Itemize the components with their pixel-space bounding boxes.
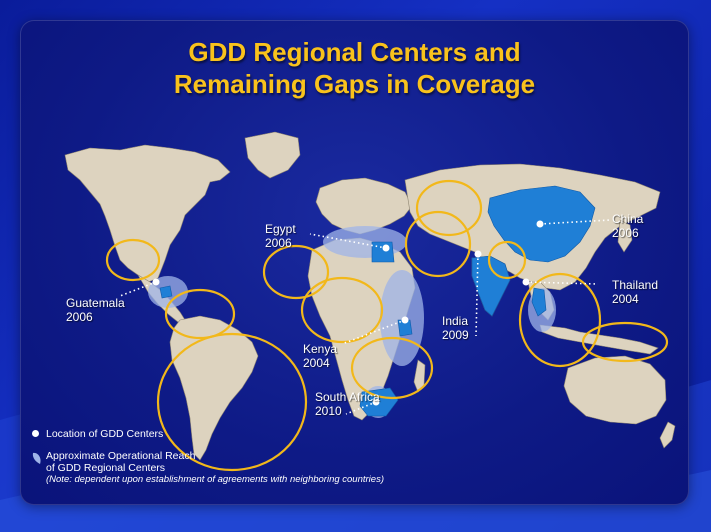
gap-circle-north-america [105, 238, 161, 282]
reach-east-africa [380, 270, 424, 366]
leader-thailand [525, 281, 599, 285]
slide-title: GDD Regional Centers and Remaining Gaps … [20, 36, 689, 100]
europe-landmass [315, 177, 413, 235]
south-america-landmass [169, 315, 259, 461]
legend-location-dot [32, 430, 39, 437]
label-egypt-name: Egypt [265, 222, 296, 236]
country-india [471, 255, 511, 317]
indonesia-landmass [539, 324, 659, 355]
new-zealand-landmass [659, 421, 676, 449]
title-line-2: Remaining Gaps in Coverage [173, 69, 536, 99]
legend-reach: Approximate Operational Reach of GDD Reg… [46, 450, 384, 486]
gap-circle-caribbean [164, 288, 236, 340]
label-china-year: 2006 [612, 226, 639, 240]
gap-circle-south-america [156, 332, 308, 472]
gap-circle-oceania [581, 321, 669, 363]
leader-egypt [309, 233, 387, 249]
country-thailand [531, 287, 547, 317]
label-china-name: China [612, 212, 644, 226]
label-egypt-year: 2006 [265, 236, 292, 250]
label-guatemala-year: 2006 [66, 310, 93, 324]
australia-landmass [563, 355, 667, 425]
label-thailand: Thailand 2004 [612, 278, 658, 306]
gap-circle-west-africa [300, 276, 384, 344]
greenland-landmass [244, 131, 301, 179]
gap-circle-southern-africa [350, 336, 434, 400]
label-guatemala: Guatemala 2006 [66, 296, 125, 324]
japan-landmass [617, 219, 633, 253]
title-line-1: GDD Regional Centers and [188, 37, 521, 67]
label-india-name: India [442, 314, 469, 328]
legend-reach-swatch [32, 452, 41, 464]
gap-circle-atlantic [262, 244, 330, 300]
reach-egypt [323, 226, 407, 258]
leader-india [475, 253, 479, 337]
country-guatemala [159, 285, 173, 299]
country-egypt [371, 241, 395, 263]
leader-guatemala [119, 281, 157, 297]
legend-note: (Note: dependent upon establishment of a… [46, 474, 384, 485]
label-guatemala-name: Guatemala [66, 296, 125, 310]
label-south-africa-year: 2010 [315, 404, 342, 418]
gap-circle-central-asia [415, 179, 483, 237]
gap-circle-bangladesh [487, 240, 527, 280]
label-kenya-name: Kenya [303, 342, 338, 356]
world-map [64, 131, 676, 472]
label-china: China 2006 [612, 212, 643, 240]
label-kenya: Kenya 2004 [303, 342, 337, 370]
gap-circle-middle-east [404, 210, 472, 278]
label-egypt: Egypt 2006 [265, 222, 296, 250]
gap-circle-southeast-asia [518, 272, 602, 368]
leader-south-africa [345, 401, 377, 415]
legend-location-label: Location of GDD Centers [46, 428, 164, 440]
slide-panel: GDD Regional Centers and Remaining Gaps … [20, 20, 689, 505]
legend-reach-line1: Approximate Operational Reach [46, 450, 196, 462]
legend-reach-line2: of GDD Regional Centers [46, 462, 166, 474]
label-south-africa: South Africa 2010 [315, 390, 380, 418]
label-south-africa-name: South Africa [315, 390, 380, 404]
label-thailand-name: Thailand [612, 278, 659, 292]
label-india: India 2009 [442, 314, 469, 342]
north-america-landmass [64, 144, 231, 283]
label-kenya-year: 2004 [303, 356, 330, 370]
label-thailand-year: 2004 [612, 292, 639, 306]
label-india-year: 2009 [442, 328, 469, 342]
